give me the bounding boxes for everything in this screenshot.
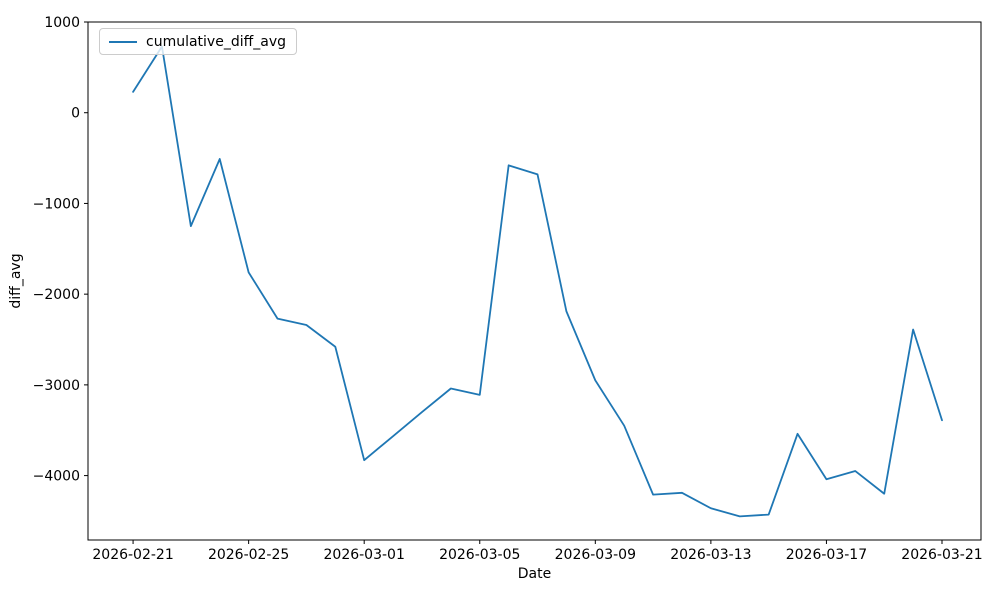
x-tick-label: 2026-03-17 (786, 547, 867, 563)
x-axis-title: Date (517, 566, 552, 582)
y-tick-label: −1000 (33, 196, 80, 212)
legend[interactable]: cumulative_diff_avg (99, 28, 297, 55)
y-tick-label: −2000 (33, 287, 80, 303)
y-axis-title: diff_avg (8, 253, 24, 309)
x-tick-label: 2026-03-13 (670, 547, 751, 563)
x-tick-label: 2026-03-21 (901, 547, 982, 563)
y-tick-label: 0 (71, 106, 80, 122)
y-tick-label: 1000 (44, 15, 80, 31)
y-tick-label: −4000 (33, 469, 80, 485)
y-tick-label: −3000 (33, 378, 80, 394)
data-line-cumulative-diff-avg (132, 45, 943, 518)
x-tick-label: 2026-03-01 (324, 547, 405, 563)
plot-area-frame (87, 21, 982, 541)
x-tick-label: 2026-03-05 (439, 547, 520, 563)
x-tick-label: 2026-02-25 (208, 547, 289, 563)
legend-line-sample (109, 40, 137, 43)
x-tick-label: 2026-02-21 (92, 547, 173, 563)
legend-label: cumulative_diff_avg (146, 33, 286, 50)
x-tick-label: 2026-03-09 (555, 547, 636, 563)
